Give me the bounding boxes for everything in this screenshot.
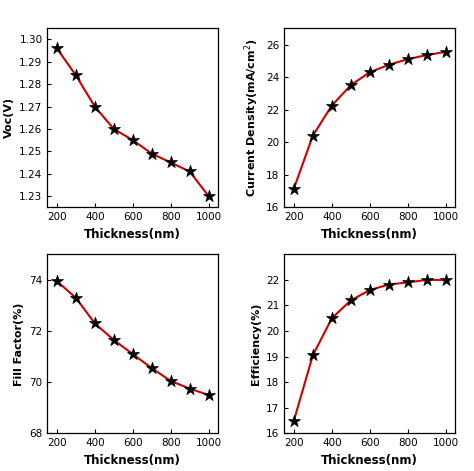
X-axis label: Thickness(nm): Thickness(nm) (84, 454, 181, 467)
Text: (a): (a) (122, 265, 144, 278)
Point (186, 168, 193, 175)
Point (110, 336, 118, 344)
X-axis label: Thickness(nm): Thickness(nm) (321, 227, 418, 241)
Point (53, 45, 61, 52)
X-axis label: Thickness(nm): Thickness(nm) (84, 227, 181, 241)
Point (148, 150, 155, 157)
Point (110, 125, 118, 133)
Point (129, 137, 137, 144)
Y-axis label: Voc(V): Voc(V) (4, 97, 14, 138)
Point (53, 277, 61, 285)
Point (72, 72, 80, 79)
Point (442, 48, 449, 56)
Point (167, 377, 174, 385)
Point (423, 51, 430, 59)
Point (290, 417, 298, 424)
Point (186, 385, 193, 392)
Point (91, 320, 99, 327)
Point (148, 365, 155, 372)
Y-axis label: Current Density(mA/cm$^{2}$): Current Density(mA/cm$^{2}$) (242, 39, 261, 197)
Text: (b): (b) (358, 265, 381, 278)
Point (404, 56, 411, 63)
Point (385, 281, 392, 288)
Point (347, 81, 355, 89)
Point (205, 391, 212, 399)
Point (404, 279, 411, 286)
Point (91, 103, 99, 110)
Point (309, 351, 317, 359)
Y-axis label: Efficiency(%): Efficiency(%) (251, 303, 261, 385)
Point (328, 102, 336, 109)
Point (423, 276, 430, 284)
Point (205, 192, 212, 200)
Point (129, 350, 137, 358)
Point (385, 61, 392, 69)
Point (366, 286, 374, 294)
Point (167, 159, 174, 166)
Point (328, 315, 336, 322)
Point (72, 294, 80, 301)
Y-axis label: Fill Factor(%): Fill Factor(%) (14, 302, 24, 386)
Point (309, 132, 317, 139)
X-axis label: Thickness(nm): Thickness(nm) (321, 454, 418, 467)
Point (290, 185, 298, 192)
Point (366, 68, 374, 76)
Point (442, 276, 449, 284)
Point (347, 297, 355, 304)
